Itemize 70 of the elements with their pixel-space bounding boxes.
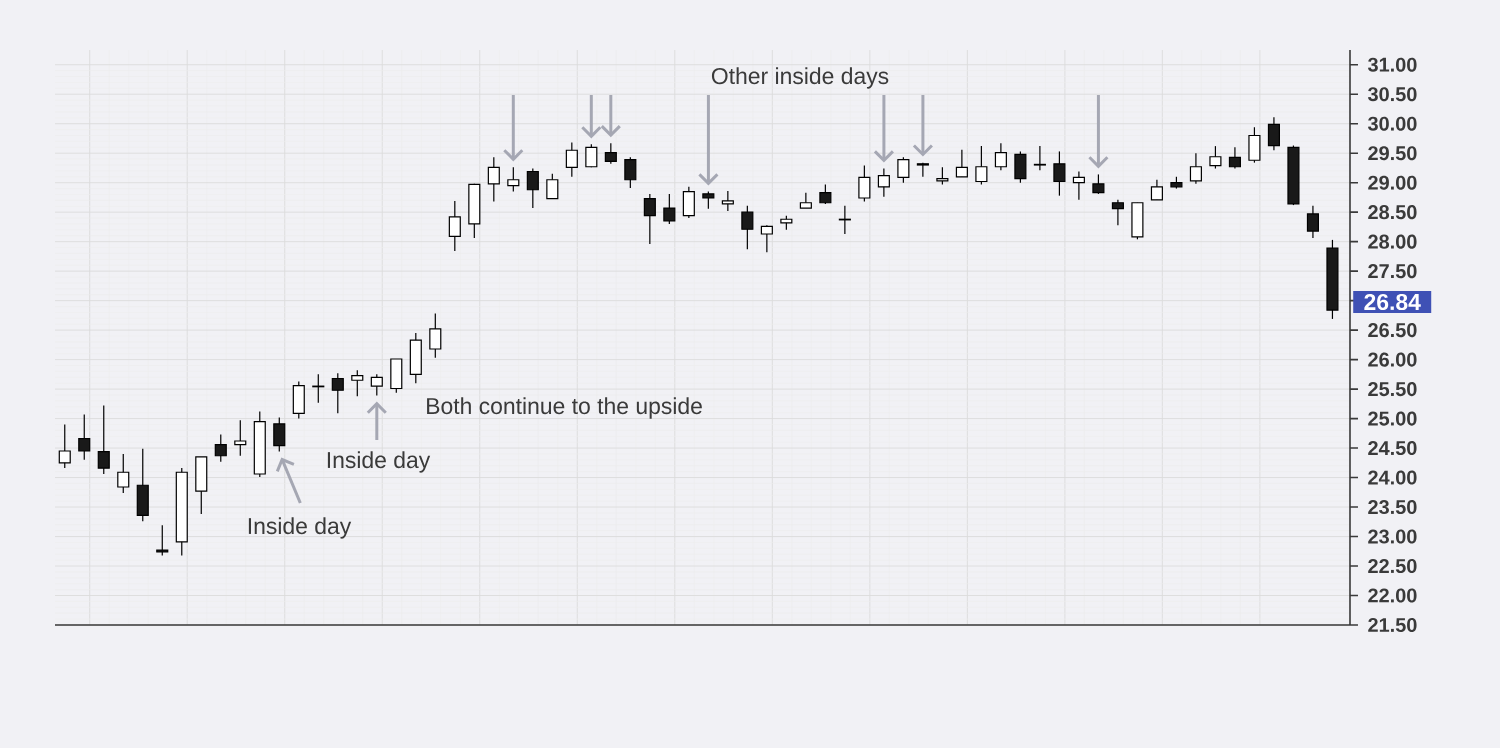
candlestick [624, 156, 637, 189]
y-tick-label: 23.50 [1368, 499, 1417, 515]
candlestick [604, 142, 617, 165]
candlestick [58, 423, 71, 469]
y-tick-label: 24.00 [1368, 470, 1417, 485]
candlestick [273, 416, 286, 453]
candlestick [1033, 145, 1046, 171]
candlestick [975, 145, 988, 186]
annotation: Inside day [327, 451, 431, 473]
candlestick [916, 162, 929, 178]
candlestick [1189, 152, 1202, 185]
y-tick-label: 25.50 [1368, 382, 1417, 397]
candlestick [799, 192, 812, 209]
candlestick [1267, 116, 1280, 151]
candlestick [117, 453, 130, 494]
candlestick [97, 405, 110, 475]
candlestick [1111, 199, 1124, 226]
text: 26.84 [1364, 293, 1421, 311]
candlestick [1150, 179, 1163, 201]
candlestick [312, 373, 325, 404]
candlestick [1209, 145, 1222, 170]
candlestick [565, 141, 578, 178]
y-tick-label: 26.00 [1368, 352, 1417, 367]
candlestick [526, 167, 539, 209]
y-tick-label: 22.50 [1368, 558, 1417, 574]
y-tick-label: 30.00 [1367, 116, 1417, 131]
candlestick [214, 433, 227, 463]
candlestick [858, 164, 871, 203]
y-tick-label: 22.00 [1368, 588, 1417, 603]
candlestick [897, 156, 910, 184]
candlestick [351, 369, 364, 397]
candlestick [760, 224, 773, 253]
candlestick [448, 200, 461, 252]
y-tick-label: 25.00 [1368, 411, 1417, 426]
candlestick [741, 205, 754, 250]
y-tick-label: 28.00 [1368, 234, 1417, 249]
annotation: Other inside days [711, 67, 889, 89]
candlestick [994, 142, 1007, 171]
candlestick [234, 419, 247, 457]
y-tick-label: 29.00 [1368, 175, 1417, 190]
y-tick-label: 26.50 [1368, 323, 1417, 338]
y-tick-label: 31.00 [1367, 57, 1417, 72]
y-tick-label: 21.50 [1368, 617, 1417, 633]
annotation: Both continue to the upside [427, 397, 702, 419]
y-tick-label: 27.50 [1368, 264, 1417, 279]
candlestick [721, 190, 734, 212]
candlestick [331, 372, 344, 414]
annotation: Inside day [248, 517, 352, 539]
candlestick [1228, 146, 1241, 170]
candlestick [487, 156, 500, 203]
candlestick [643, 193, 656, 245]
candlestick [429, 313, 442, 359]
candlestick [156, 524, 169, 557]
candlestick [78, 413, 91, 461]
y-tick-label: 24.50 [1368, 441, 1417, 456]
candlestick [1306, 205, 1319, 239]
candlestick [1092, 173, 1105, 195]
candlestick [1053, 150, 1066, 197]
candlestick [955, 149, 968, 178]
y-tick-label: 30.50 [1367, 87, 1417, 102]
candlestick [819, 183, 832, 205]
candlestick [507, 166, 520, 193]
candlestick [877, 167, 890, 198]
candlestick [1072, 170, 1085, 201]
y-tick-label: 28.50 [1368, 205, 1417, 220]
candlestick [546, 173, 559, 200]
candlestick [370, 373, 383, 397]
y-tick-label: 29.50 [1368, 146, 1417, 161]
y-tick-label: 23.00 [1368, 529, 1417, 544]
candlestick [663, 193, 676, 225]
